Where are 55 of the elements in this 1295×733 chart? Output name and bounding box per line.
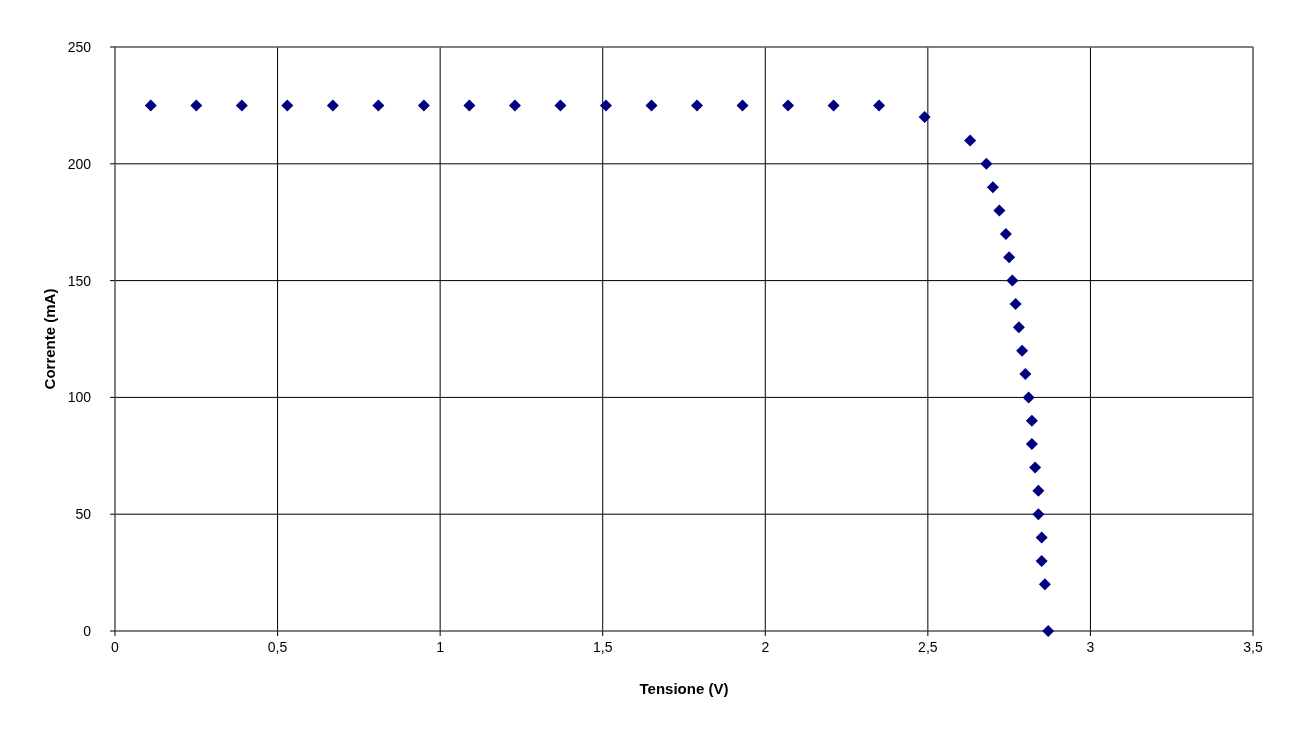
x-tick-label: 0,5 xyxy=(267,639,288,655)
point xyxy=(1032,484,1045,497)
y-tick-label: 200 xyxy=(67,155,92,172)
point xyxy=(1012,321,1025,334)
point xyxy=(1003,251,1016,264)
x-tick-label: 1,5 xyxy=(592,639,613,655)
point xyxy=(1032,508,1045,521)
point xyxy=(1035,531,1048,544)
x-tick-label: 2,5 xyxy=(918,639,938,655)
point xyxy=(1029,461,1042,474)
point xyxy=(986,181,999,194)
point xyxy=(999,227,1012,240)
point xyxy=(736,99,749,112)
point xyxy=(463,99,476,112)
point xyxy=(1016,344,1029,357)
x-tick-label: 3 xyxy=(1086,639,1095,655)
x-tick-label: 2 xyxy=(761,639,770,655)
y-tick-label: 150 xyxy=(67,272,92,289)
point xyxy=(1025,438,1038,451)
point xyxy=(645,99,658,112)
point xyxy=(918,111,931,124)
y-axis-title: Corrente (mA) xyxy=(41,288,58,390)
y-tick-label: 50 xyxy=(75,506,92,523)
point xyxy=(599,99,612,112)
y-tick-label: 100 xyxy=(67,389,92,406)
point xyxy=(1006,274,1019,287)
point xyxy=(190,99,203,112)
point xyxy=(782,99,795,112)
x-tick-label: 3,5 xyxy=(1243,639,1263,655)
point xyxy=(1042,625,1055,637)
point xyxy=(1025,414,1038,427)
point xyxy=(554,99,567,112)
point xyxy=(993,204,1006,217)
point xyxy=(873,99,886,112)
point xyxy=(691,99,704,112)
x-axis-title: Tensione (V) xyxy=(639,680,729,697)
point xyxy=(281,99,294,112)
point xyxy=(1019,368,1032,381)
point xyxy=(1038,578,1051,591)
point xyxy=(508,99,521,112)
point xyxy=(964,134,977,147)
x-tick-label: 0 xyxy=(111,639,120,655)
point xyxy=(326,99,339,112)
point xyxy=(372,99,385,112)
point xyxy=(827,99,840,112)
x-tick-label: 1 xyxy=(436,639,445,655)
y-tick-label: 250 xyxy=(67,39,92,55)
point xyxy=(1035,554,1048,567)
point xyxy=(144,99,157,112)
point xyxy=(417,99,430,112)
y-tick-label: 0 xyxy=(83,623,92,639)
point xyxy=(1022,391,1035,404)
point xyxy=(980,157,993,170)
point xyxy=(1009,297,1022,310)
point xyxy=(235,99,248,112)
